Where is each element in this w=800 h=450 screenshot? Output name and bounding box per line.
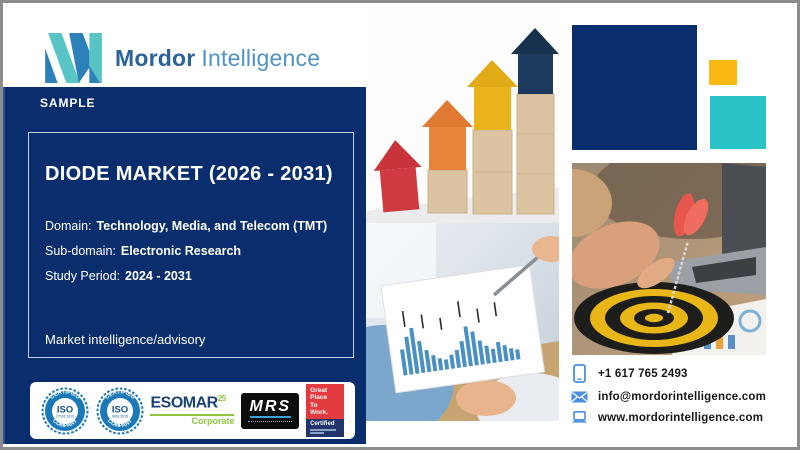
- contact-email-row[interactable]: info@mordorintelligence.com: [571, 391, 766, 403]
- iso2-number-text: 9001:2015: [112, 414, 128, 418]
- certification-strip: CERTIFIED COMPANY ISO 27001:2013 CERTIFI…: [30, 382, 355, 439]
- title-box: DIODE MARKET (2026 - 2031) Domain: Techno…: [28, 132, 354, 358]
- mrs-badge: MRS: [241, 392, 300, 429]
- hand: [456, 380, 516, 416]
- field-subdomain: Sub-domain: Electronic Research: [45, 244, 241, 258]
- laptop-screen: [722, 163, 766, 259]
- photo-growth-blocks: [366, 9, 559, 223]
- esomar-divider: [150, 413, 235, 416]
- pointing-hand: [532, 236, 559, 262]
- chart-paper: [380, 264, 546, 394]
- field-domain-label: Domain:: [45, 219, 92, 233]
- orange-house-tower: [422, 100, 473, 214]
- report-title: DIODE MARKET (2026 - 2031): [45, 163, 333, 185]
- field-domain: Domain: Technology, Media, and Telecom (T…: [45, 219, 327, 233]
- contact-email: info@mordorintelligence.com: [598, 391, 767, 403]
- mrs-caption-line: [248, 420, 293, 422]
- gptw-certified: Certified: [310, 421, 335, 428]
- svg-text:CERTIFIED: CERTIFIED: [104, 389, 136, 400]
- dart-shaft: [666, 240, 690, 314]
- phone-icon: [571, 364, 588, 383]
- gptw-date-line2: [310, 432, 325, 435]
- svg-text:COMPANY: COMPANY: [51, 418, 79, 429]
- iso2-center-text: ISO: [111, 404, 127, 415]
- brand-name: Mordor Intelligence: [115, 45, 320, 72]
- contact-phone-row[interactable]: +1 617 765 2493: [571, 364, 766, 383]
- dart-feathers: [673, 193, 709, 237]
- brand-logo: Mordor Intelligence: [45, 33, 320, 83]
- report-info-panel: SAMPLE DIODE MARKET (2026 - 2031) Domain…: [3, 87, 366, 444]
- field-subdomain-value: Electronic Research: [120, 244, 242, 258]
- photo-chart-discussion: [366, 223, 559, 421]
- esomar-badge: ESOMAR25 Corporate: [150, 394, 235, 426]
- navy-house-tower: [511, 28, 559, 215]
- teal-square: [710, 96, 766, 149]
- iso1-number-text: 27001:2013: [56, 414, 74, 418]
- contact-block: +1 617 765 2493 info@mordorintelligence.…: [571, 364, 766, 424]
- mrs-name: MRS: [249, 399, 292, 418]
- photo-dartboard-target: [572, 163, 766, 355]
- orange-square: [709, 60, 737, 85]
- mordor-m-icon: [45, 33, 102, 83]
- brand-name-light: Intelligence: [201, 44, 321, 71]
- sample-watermark: SAMPLE: [40, 96, 96, 110]
- contact-website: www.mordorintelligence.com: [598, 411, 764, 424]
- iso1-center-text: ISO: [57, 404, 73, 415]
- field-study-period-label: Study Period:: [45, 269, 121, 283]
- gptw-date-line: [310, 429, 337, 432]
- brand-name-bold: Mordor: [115, 44, 196, 71]
- red-house: [373, 140, 422, 213]
- yellow-house-tower: [467, 60, 518, 215]
- great-place-to-work-badge: Great Place To Work. Certified: [306, 383, 345, 438]
- field-domain-value: Technology, Media, and Telecom (TMT): [96, 219, 328, 233]
- contact-website-row[interactable]: www.mordorintelligence.com: [571, 411, 766, 424]
- email-icon: [571, 391, 588, 403]
- contact-phone: +1 617 765 2493: [598, 367, 688, 380]
- esomar-name: ESOMAR: [150, 394, 218, 412]
- gptw-text: Great Place To Work.: [306, 383, 345, 420]
- iso-27001-badge-icon: CERTIFIED COMPANY ISO 27001:2013: [41, 387, 89, 434]
- field-study-period-value: 2024 - 2031: [125, 269, 192, 283]
- esomar-sup: 25: [217, 394, 226, 404]
- iso1-top-text: CERTIFIED: [49, 389, 81, 400]
- website-laptop-icon: [571, 411, 588, 424]
- holding-hand: [572, 169, 675, 289]
- dartboard: [574, 282, 734, 354]
- iso-9001-badge-icon: CERTIFIED COMPANY ISO 9001:2015: [96, 387, 144, 434]
- svg-text:COMPANY: COMPANY: [106, 418, 134, 429]
- tagline: Market intelligence/advisory: [45, 332, 206, 347]
- iso1-bottom-text: COMPANY: [51, 418, 79, 429]
- field-subdomain-label: Sub-domain:: [45, 244, 116, 258]
- esomar-corporate: Corporate: [191, 415, 235, 426]
- field-study-period: Study Period: 2024 - 2031: [45, 269, 192, 283]
- iso2-top-text: CERTIFIED: [104, 389, 136, 400]
- iso2-bottom-text: COMPANY: [106, 418, 134, 429]
- svg-text:CERTIFIED: CERTIFIED: [49, 389, 81, 400]
- navy-square: [572, 25, 697, 150]
